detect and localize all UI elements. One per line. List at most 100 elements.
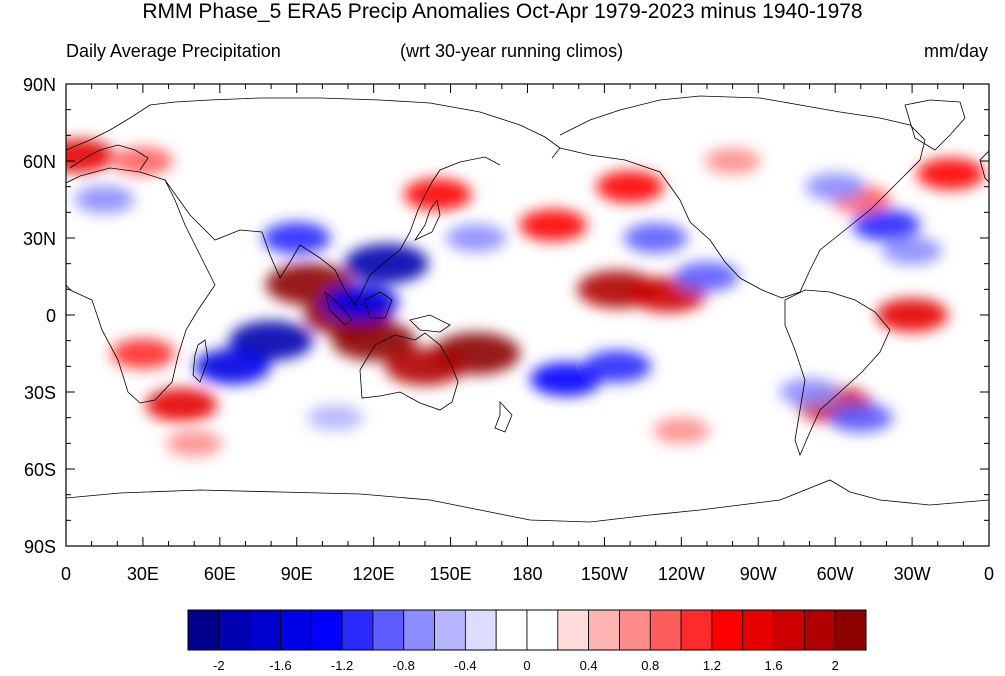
anomaly-region — [779, 378, 840, 406]
coastline-europe — [66, 97, 561, 159]
lon-tick-label: 120W — [658, 564, 705, 584]
anomaly-region — [704, 148, 761, 174]
coastline-south-asia — [164, 156, 501, 306]
colorbar-label: 0.8 — [641, 658, 659, 673]
axis-ticks: 0 30E 60E 90E 120E 150E 180 150W 120W 90W 60W 30W 09… — [23, 75, 994, 584]
anomaly-region — [446, 224, 507, 252]
map-title: RMM Phase_5 ERA5 Precip Anomalies Oct-Ap… — [142, 0, 863, 23]
anomaly-region — [882, 236, 943, 265]
map-background — [66, 84, 989, 546]
anomaly-region — [307, 404, 364, 431]
colorbar-label: 2 — [832, 658, 839, 673]
anomaly-region — [529, 362, 602, 397]
subtitle-variable: Daily Average Precipitation — [66, 41, 281, 61]
colorbar-swatch — [649, 609, 682, 651]
anomaly-region — [262, 222, 331, 254]
coastline-madagascar — [192, 339, 209, 383]
anomaly-region — [344, 243, 429, 284]
coastline-new-guinea — [409, 314, 451, 333]
coastline-new-zealand — [494, 400, 513, 433]
coastlines — [66, 95, 989, 523]
colorbar-swatch — [680, 609, 713, 651]
lon-tick-label: 0 — [984, 564, 994, 584]
lon-tick-label: 90E — [281, 564, 313, 584]
colorbar-label: -0.8 — [393, 658, 415, 673]
colorbar-swatch — [588, 609, 620, 651]
colorbar-label: -1.2 — [331, 658, 353, 673]
colorbar-swatch — [464, 609, 497, 651]
subtitle-reference: (wrt 30-year running climos) — [400, 41, 624, 61]
colorbar-swatch — [249, 609, 281, 651]
coastline-africa — [66, 167, 216, 404]
lat-tick-label: 30N — [23, 229, 56, 249]
colorbar-swatch — [619, 609, 651, 651]
coastline-sumatra — [324, 290, 353, 326]
anomaly-region — [852, 209, 921, 242]
anomaly-region — [145, 387, 218, 422]
anomaly-region — [110, 338, 175, 369]
anomaly-region — [166, 430, 223, 457]
anomaly-region — [66, 138, 115, 173]
lon-tick-label: 60W — [817, 564, 854, 584]
anomaly-region — [674, 261, 739, 292]
anomaly-region — [519, 209, 588, 242]
colorbar-label: 0.4 — [580, 658, 598, 673]
colorbar-swatch — [711, 609, 744, 651]
anomaly-region — [74, 185, 135, 214]
lat-tick-label: 60N — [23, 152, 56, 172]
coastline-scandinavia — [69, 144, 149, 171]
anomaly-region — [623, 223, 688, 253]
anomaly-region — [403, 178, 472, 211]
anomaly-region — [112, 147, 173, 175]
colorbar-swatch — [526, 609, 559, 651]
colorbar-swatch — [434, 609, 466, 651]
colorbar-label: -1.6 — [269, 658, 291, 673]
anomaly-region — [916, 157, 985, 190]
anomaly-region — [828, 402, 893, 433]
anomaly-region — [653, 417, 710, 444]
colorbar-label: 1.2 — [703, 658, 721, 673]
colorbar-swatch — [218, 609, 251, 651]
colorbar-swatch — [834, 609, 867, 651]
lon-tick-label: 60E — [204, 564, 236, 584]
lon-tick-label: 120E — [353, 564, 395, 584]
anomaly-region — [322, 284, 399, 321]
coastline-borneo — [364, 291, 393, 319]
colorbar-label: -2 — [213, 658, 225, 673]
colorbar-swatch — [280, 609, 312, 651]
anomaly-region — [331, 320, 416, 361]
colorbar-swatch — [557, 609, 590, 651]
lat-tick-label: 60S — [24, 460, 56, 480]
colorbar-label: -0.4 — [454, 658, 476, 673]
colorbar-swatch — [310, 609, 343, 651]
lon-tick-label: 90W — [740, 564, 777, 584]
lon-tick-label: 150W — [581, 564, 628, 584]
colorbar-frame — [187, 609, 867, 651]
colorbar-label: 1.6 — [765, 658, 783, 673]
subtitle-units: mm/day — [923, 41, 988, 61]
colorbar-swatch — [773, 609, 805, 651]
lat-tick-label: 0 — [46, 306, 56, 326]
lat-tick-label: 90S — [24, 537, 56, 557]
anomaly-region — [596, 170, 665, 203]
coastline-antarctica — [66, 479, 989, 523]
anomaly-region — [583, 350, 652, 383]
coastline-australia — [359, 332, 459, 411]
colorbar-swatch — [372, 609, 405, 651]
coastline-greenland — [904, 99, 966, 151]
anomaly-region — [384, 347, 465, 386]
anomaly-field — [66, 138, 985, 457]
lon-tick-label: 30W — [894, 564, 931, 584]
coastline-south-america — [784, 289, 891, 457]
coastline-north-america — [559, 95, 926, 299]
colorbar-swatch — [341, 609, 374, 651]
lat-tick-label: 90N — [23, 75, 56, 95]
lon-tick-label: 150E — [430, 564, 472, 584]
lon-tick-label: 0 — [61, 564, 71, 584]
colorbar-label: 0 — [523, 658, 530, 673]
colorbar-swatch — [742, 609, 774, 651]
colorbar-swatch — [495, 609, 528, 651]
lat-tick-label: 30S — [24, 383, 56, 403]
anomaly-region — [876, 298, 949, 332]
